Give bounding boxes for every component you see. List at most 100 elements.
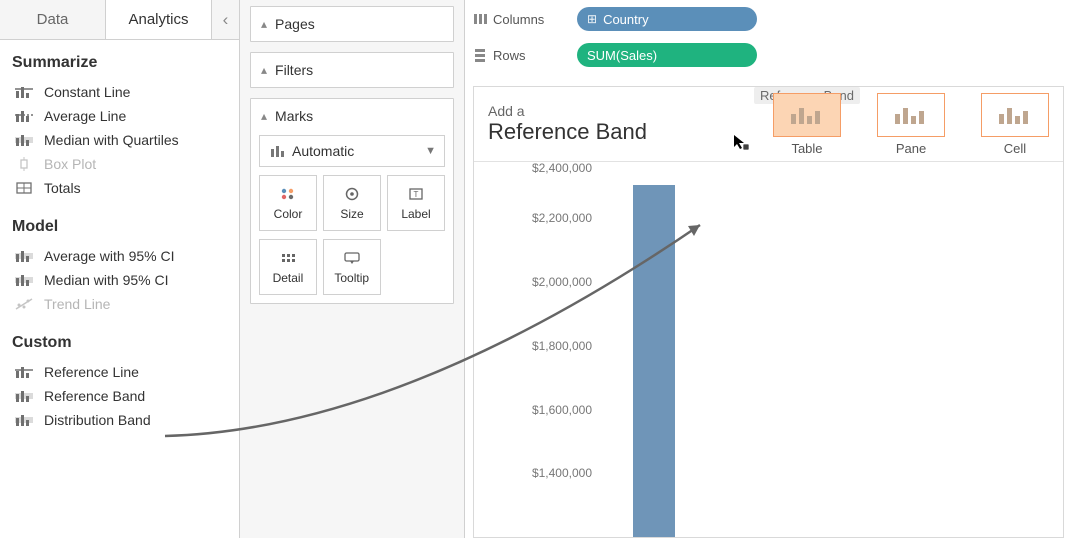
- median-quartiles-icon: [14, 132, 34, 148]
- box-plot-icon: [14, 156, 34, 172]
- main-panel: Columns ⊞ Country Rows SUM(Sales): [465, 0, 1080, 538]
- marks-grid: Color Size T Label: [251, 175, 453, 239]
- analytics-item-constant-line[interactable]: Constant Line: [12, 80, 227, 104]
- sidebar-collapse[interactable]: ‹: [211, 0, 239, 39]
- analytics-item-label: Constant Line: [44, 84, 130, 100]
- rows-shelf[interactable]: Rows SUM(Sales): [473, 40, 1068, 70]
- drop-target-label: Pane: [896, 141, 926, 156]
- trend-line-icon: [14, 296, 34, 312]
- drop-target-table[interactable]: Reference BandTable: [773, 93, 841, 156]
- y-tick-label: $2,400,000: [482, 161, 592, 175]
- section-summarize: Summarize Constant Line Average Line Media…: [0, 40, 239, 204]
- analytics-item-label: Average with 95% CI: [44, 248, 174, 264]
- rows-icon: [473, 48, 487, 62]
- analytics-item-median-with-quartiles[interactable]: Median with Quartiles: [12, 128, 227, 152]
- tab-data[interactable]: Data: [0, 0, 106, 39]
- totals-icon: [14, 180, 34, 196]
- pages-label: Pages: [275, 16, 315, 32]
- overlay-title: Add a Reference Band: [488, 103, 647, 145]
- overlay-add-a: Add a: [488, 103, 647, 119]
- caret-icon: ▴: [261, 109, 267, 123]
- section-model: Model Average with 95% CI Median with 95%…: [0, 204, 239, 320]
- plot: $2,400,000 $2,200,000 $2,000,000 $1,800,000…: [474, 162, 1063, 537]
- analytics-item-label: Reference Band: [44, 388, 145, 404]
- mark-color-label: Color: [274, 207, 303, 221]
- analytics-item-median-with-95-ci[interactable]: Median with 95% CI: [12, 268, 227, 292]
- analytics-item-label: Median with 95% CI: [44, 272, 169, 288]
- section-custom: Custom Reference LineReference BandDistr…: [0, 320, 239, 436]
- overlay-type: Reference Band: [488, 119, 647, 145]
- bar[interactable]: [633, 185, 675, 538]
- ref-band-icon: [14, 388, 34, 404]
- median-ci-icon: [14, 272, 34, 288]
- columns-pill[interactable]: ⊞ Country: [577, 7, 757, 31]
- mark-type-select[interactable]: Automatic ▼: [259, 135, 445, 167]
- analytics-item-reference-line[interactable]: Reference Line: [12, 360, 227, 384]
- pages-card: ▴ Pages: [250, 6, 454, 42]
- drop-target-cell[interactable]: Cell: [981, 93, 1049, 156]
- drop-target-label: Cell: [1004, 141, 1026, 156]
- ref-line-icon: [14, 364, 34, 380]
- sidebar-tabs: Data Analytics ‹: [0, 0, 239, 40]
- tooltip-icon: [343, 249, 361, 267]
- y-tick-label: $2,200,000: [482, 211, 592, 225]
- analytics-item-totals[interactable]: Totals: [12, 176, 227, 200]
- tab-analytics[interactable]: Analytics: [106, 0, 211, 39]
- caret-icon: ▴: [261, 17, 267, 31]
- analytics-item-average-with-95-ci[interactable]: Average with 95% CI: [12, 244, 227, 268]
- drop-target-box: [877, 93, 945, 137]
- analytics-item-label: Reference Line: [44, 364, 139, 380]
- y-tick-label: $1,400,000: [482, 466, 592, 480]
- caret-icon: ▴: [261, 63, 267, 77]
- analytics-item-label: Average Line: [44, 108, 126, 124]
- marks-grid-row2: Detail Tooltip: [251, 239, 389, 303]
- marks-label: Marks: [275, 108, 313, 124]
- marks-card-header[interactable]: ▴ Marks: [251, 99, 453, 133]
- analytics-sidebar: Data Analytics ‹ Summarize Constant Line…: [0, 0, 240, 538]
- analytics-item-label: Distribution Band: [44, 412, 151, 428]
- marks-card: ▴ Marks Automatic ▼ Color Size: [250, 98, 454, 304]
- filters-card: ▴ Filters: [250, 52, 454, 88]
- y-tick-label: $1,600,000: [482, 403, 592, 417]
- cards-panel: ▴ Pages ▴ Filters ▴ Marks Automatic ▼: [240, 0, 465, 538]
- filters-card-header[interactable]: ▴ Filters: [251, 53, 453, 87]
- analytics-item-label: Median with Quartiles: [44, 132, 179, 148]
- mark-size-button[interactable]: Size: [323, 175, 381, 231]
- shelf-area: Columns ⊞ Country Rows SUM(Sales): [465, 0, 1080, 70]
- columns-shelf[interactable]: Columns ⊞ Country: [473, 4, 1068, 34]
- analytics-item-label: Trend Line: [44, 296, 110, 312]
- size-icon: [343, 185, 361, 203]
- bar-icon: [268, 144, 286, 158]
- analytics-item-box-plot: Box Plot: [12, 152, 227, 176]
- mark-size-label: Size: [340, 207, 363, 221]
- analytics-item-distribution-band[interactable]: Distribution Band: [12, 408, 227, 432]
- drop-targets: Reference BandTable Pane Cell: [773, 93, 1049, 156]
- avg-ci-icon: [14, 248, 34, 264]
- mark-tooltip-button[interactable]: Tooltip: [323, 239, 381, 295]
- rows-pill-label: SUM(Sales): [587, 48, 657, 63]
- columns-pill-label: Country: [603, 12, 649, 27]
- drop-target-box: [981, 93, 1049, 137]
- pages-card-header[interactable]: ▴ Pages: [251, 7, 453, 41]
- columns-icon: [473, 12, 487, 26]
- mark-color-button[interactable]: Color: [259, 175, 317, 231]
- mark-tooltip-label: Tooltip: [334, 271, 369, 285]
- heading-model: Model: [12, 218, 227, 236]
- heading-summarize: Summarize: [12, 54, 227, 72]
- analytics-item-reference-band[interactable]: Reference Band: [12, 384, 227, 408]
- analytics-item-average-line[interactable]: Average Line: [12, 104, 227, 128]
- mark-label-label: Label: [401, 207, 430, 221]
- y-tick-label: $1,800,000: [482, 339, 592, 353]
- detail-icon: [279, 249, 297, 267]
- drop-target-pane[interactable]: Pane: [877, 93, 945, 156]
- mark-label-button[interactable]: T Label: [387, 175, 445, 231]
- rows-pill[interactable]: SUM(Sales): [577, 43, 757, 67]
- drop-target-label: Table: [791, 141, 822, 156]
- average-line-icon: [14, 108, 34, 124]
- mark-detail-button[interactable]: Detail: [259, 239, 317, 295]
- constant-line-icon: [14, 84, 34, 100]
- cursor-icon: [733, 134, 749, 150]
- columns-text: Columns: [493, 12, 544, 27]
- y-tick-label: $2,000,000: [482, 275, 592, 289]
- analytics-item-label: Box Plot: [44, 156, 96, 172]
